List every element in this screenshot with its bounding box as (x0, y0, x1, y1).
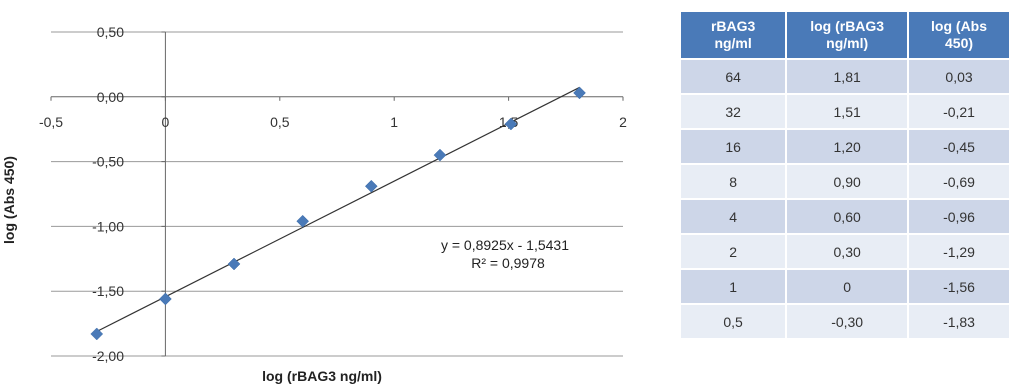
cell-rbag3: 32 (681, 95, 786, 128)
trendline-group (96, 86, 580, 333)
x-tick-label: 1 (390, 114, 398, 130)
cell-log-rbag3: 0,60 (787, 200, 908, 233)
data-point (504, 117, 518, 131)
header-rbag3: rBAG3 ng/ml (681, 12, 786, 58)
table-row: 64 1,81 0,03 (681, 60, 1009, 93)
y-axis-title: log (Abs 450) (1, 156, 17, 244)
cell-log-rbag3: 0,90 (787, 165, 908, 198)
table-row: 1 0 -1,56 (681, 270, 1009, 303)
table-row: 8 0,90 -0,69 (681, 165, 1009, 198)
table-row: 4 0,60 -0,96 (681, 200, 1009, 233)
cell-log-abs: -0,69 (909, 165, 1009, 198)
tick-labels: 0,500,00-0,50-1,00-1,50-2,00-0,500,511,5… (39, 24, 627, 364)
cell-log-rbag3: -0,30 (787, 305, 908, 338)
scatter-chart: 0,500,00-0,50-1,00-1,50-2,00-0,500,511,5… (1, 24, 627, 384)
cell-log-abs: -0,45 (909, 130, 1009, 163)
table-row: 32 1,51 -0,21 (681, 95, 1009, 128)
table-row: 16 1,20 -0,45 (681, 130, 1009, 163)
cell-log-abs: 0,03 (909, 60, 1009, 93)
table-row: 2 0,30 -1,29 (681, 235, 1009, 268)
r-squared-label: R² = 0,9978 (471, 255, 545, 271)
cell-log-rbag3: 0 (787, 270, 908, 303)
cell-log-abs: -1,56 (909, 270, 1009, 303)
cell-log-rbag3: 0,30 (787, 235, 908, 268)
y-tick-label: -1,00 (92, 218, 124, 234)
x-tick-label: 0 (162, 114, 170, 130)
cell-rbag3: 64 (681, 60, 786, 93)
table-header-row: rBAG3 ng/ml log (rBAG3 ng/ml) log (Abs 450) (681, 12, 1009, 58)
data-points (90, 86, 586, 341)
equation-label: y = 0,8925x - 1,5431 (441, 237, 569, 253)
x-tick-label: -0,5 (39, 114, 63, 130)
data-point (296, 214, 310, 228)
cell-rbag3: 16 (681, 130, 786, 163)
cell-rbag3: 0,5 (681, 305, 786, 338)
y-tick-label: -0,50 (92, 154, 124, 170)
data-table: rBAG3 ng/ml log (rBAG3 ng/ml) log (Abs 450)… (679, 10, 1011, 340)
data-point (573, 86, 586, 100)
data-point (364, 179, 378, 193)
trendline (96, 86, 580, 333)
cell-rbag3: 8 (681, 165, 786, 198)
data-point (159, 292, 172, 306)
y-tick-label: -2,00 (92, 348, 124, 364)
y-tick-label: -1,50 (92, 283, 124, 299)
x-tick-label: 0,5 (270, 114, 290, 130)
cell-rbag3: 4 (681, 200, 786, 233)
table-row: 0,5 -0,30 -1,83 (681, 305, 1009, 338)
cell-log-abs: -0,96 (909, 200, 1009, 233)
cell-log-rbag3: 1,81 (787, 60, 908, 93)
y-tick-label: 0,50 (97, 24, 124, 40)
data-point (227, 257, 241, 271)
data-point (90, 327, 104, 341)
cell-log-abs: -1,29 (909, 235, 1009, 268)
cell-rbag3: 1 (681, 270, 786, 303)
x-tick-label: 2 (619, 114, 627, 130)
gridlines (51, 31, 623, 357)
cell-log-rbag3: 1,51 (787, 95, 908, 128)
cell-log-abs: -1,83 (909, 305, 1009, 338)
y-tick-label: 0,00 (97, 89, 124, 105)
x-axis-title: log (rBAG3 ng/ml) (262, 368, 382, 384)
cell-rbag3: 2 (681, 235, 786, 268)
cell-log-abs: -0,21 (909, 95, 1009, 128)
data-point (433, 148, 447, 162)
axes (50, 31, 624, 357)
cell-log-rbag3: 1,20 (787, 130, 908, 163)
header-log-rbag3: log (rBAG3 ng/ml) (787, 12, 908, 58)
header-log-abs: log (Abs 450) (909, 12, 1009, 58)
